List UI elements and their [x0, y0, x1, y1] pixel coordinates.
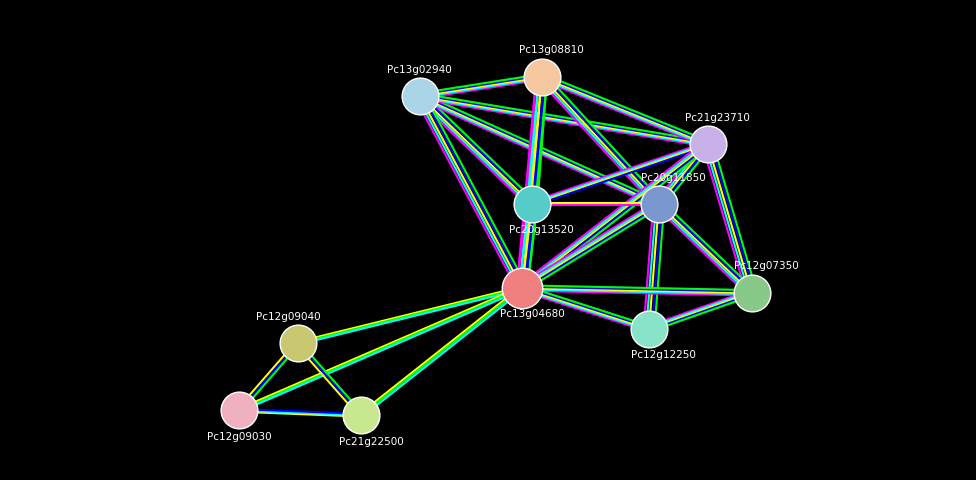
Point: [700, 140, 715, 148]
Text: Pc13g02940: Pc13g02940: [387, 65, 452, 74]
Point: [744, 289, 759, 297]
Text: Pc20g11850: Pc20g11850: [641, 173, 706, 182]
Point: [514, 284, 530, 292]
Text: Pc13g08810: Pc13g08810: [519, 46, 584, 55]
Text: Pc21g22500: Pc21g22500: [339, 437, 403, 446]
Point: [412, 92, 427, 100]
Text: Pc20g13520: Pc20g13520: [509, 226, 574, 235]
Text: Pc12g09030: Pc12g09030: [207, 432, 271, 442]
Point: [651, 200, 667, 208]
Point: [353, 411, 369, 419]
Text: Pc12g07350: Pc12g07350: [734, 262, 798, 271]
Text: Pc12g12250: Pc12g12250: [631, 350, 696, 360]
Point: [290, 339, 305, 347]
Text: Pc12g09040: Pc12g09040: [256, 312, 320, 322]
Point: [534, 73, 549, 81]
Point: [524, 200, 540, 208]
Point: [641, 325, 657, 333]
Text: Pc13g04680: Pc13g04680: [500, 310, 564, 319]
Point: [231, 407, 247, 414]
Text: Pc21g23710: Pc21g23710: [685, 113, 750, 122]
